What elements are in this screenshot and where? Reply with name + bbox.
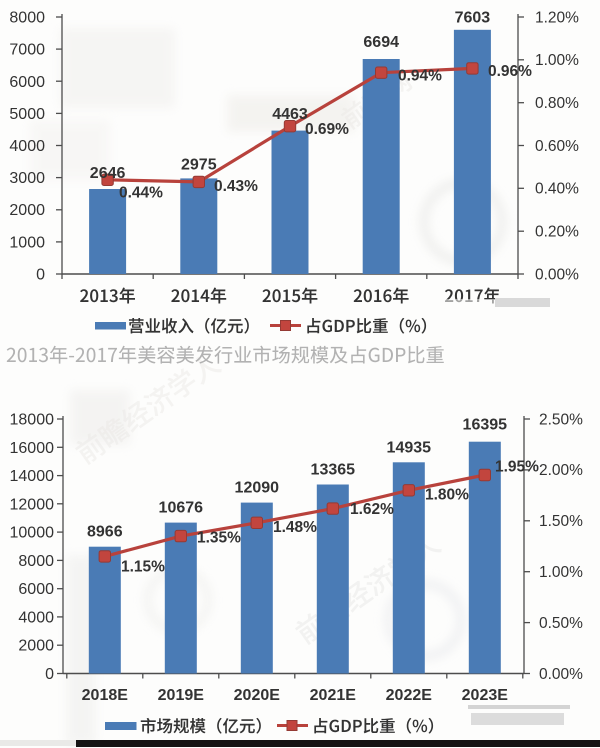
svg-text:2000: 2000 — [9, 202, 45, 219]
svg-text:0.43%: 0.43% — [214, 178, 258, 195]
svg-text:0.94%: 0.94% — [398, 68, 442, 85]
svg-text:2021E: 2021E — [310, 687, 357, 704]
svg-text:0.00%: 0.00% — [539, 666, 583, 683]
svg-text:0.96%: 0.96% — [488, 63, 532, 80]
svg-text:1.00%: 1.00% — [539, 564, 583, 581]
svg-text:7603: 7603 — [455, 9, 491, 26]
svg-text:2000: 2000 — [18, 638, 54, 655]
svg-text:16395: 16395 — [463, 417, 508, 434]
svg-text:0: 0 — [45, 666, 54, 683]
svg-text:4463: 4463 — [272, 106, 308, 123]
svg-text:6694: 6694 — [363, 34, 399, 51]
svg-text:12090: 12090 — [235, 480, 280, 497]
svg-text:3000: 3000 — [9, 170, 45, 187]
svg-text:10000: 10000 — [10, 525, 55, 542]
svg-text:8000: 8000 — [9, 10, 45, 27]
svg-text:1.35%: 1.35% — [197, 530, 241, 547]
svg-text:8966: 8966 — [87, 524, 123, 541]
svg-text:10676: 10676 — [159, 500, 204, 517]
svg-text:12000: 12000 — [10, 496, 55, 513]
svg-text:6000: 6000 — [18, 581, 54, 598]
svg-text:1.15%: 1.15% — [121, 559, 165, 576]
svg-text:1.62%: 1.62% — [350, 501, 394, 518]
svg-text:1000: 1000 — [9, 234, 45, 251]
svg-text:0.50%: 0.50% — [539, 615, 583, 632]
svg-text:0.00%: 0.00% — [535, 266, 579, 283]
svg-text:16000: 16000 — [10, 440, 55, 457]
svg-text:7000: 7000 — [9, 42, 45, 59]
svg-text:4000: 4000 — [18, 609, 54, 626]
svg-text:6000: 6000 — [9, 74, 45, 91]
svg-text:2.00%: 2.00% — [539, 462, 583, 479]
svg-text:2.50%: 2.50% — [539, 411, 583, 428]
svg-text:0.40%: 0.40% — [535, 181, 579, 198]
svg-text:0: 0 — [36, 267, 45, 284]
svg-text:2022E: 2022E — [386, 687, 433, 704]
svg-text:1.48%: 1.48% — [273, 519, 317, 536]
svg-text:2646: 2646 — [90, 165, 126, 182]
svg-text:8000: 8000 — [18, 553, 54, 570]
svg-text:13365: 13365 — [311, 462, 356, 479]
svg-text:2018E: 2018E — [82, 687, 129, 704]
svg-text:4000: 4000 — [9, 138, 45, 155]
svg-text:1.50%: 1.50% — [539, 513, 583, 530]
svg-text:0.20%: 0.20% — [535, 224, 579, 241]
svg-text:2975: 2975 — [181, 156, 217, 173]
svg-text:1.80%: 1.80% — [425, 487, 469, 504]
svg-text:2020E: 2020E — [234, 687, 281, 704]
svg-text:14000: 14000 — [10, 468, 55, 485]
svg-text:0.44%: 0.44% — [119, 185, 163, 202]
svg-text:1.00%: 1.00% — [535, 52, 579, 69]
svg-text:18000: 18000 — [10, 412, 55, 429]
svg-text:0.60%: 0.60% — [535, 138, 579, 155]
svg-text:1.95%: 1.95% — [495, 459, 539, 476]
svg-text:0.80%: 0.80% — [535, 95, 579, 112]
svg-text:5000: 5000 — [9, 106, 45, 123]
svg-text:14935: 14935 — [387, 439, 432, 456]
svg-text:2019E: 2019E — [158, 687, 205, 704]
svg-text:1.20%: 1.20% — [535, 9, 579, 26]
svg-text:2023E: 2023E — [462, 687, 509, 704]
svg-text:0.69%: 0.69% — [305, 121, 349, 138]
